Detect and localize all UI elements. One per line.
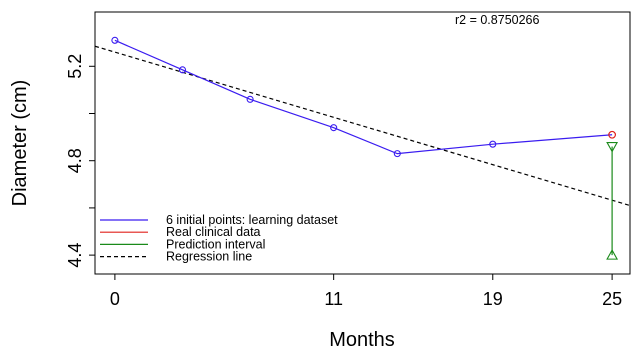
y-tick-label: 5.2 [65,54,85,79]
learning-data-point [178,66,187,74]
legend-label: Prediction interval [166,237,265,251]
x-axis: 0 11 19 25 [110,274,622,309]
series-layer [95,36,630,260]
legend-label: 6 initial points: learning dataset [166,213,338,227]
plot-frame [94,11,631,275]
learning-data-point [393,150,401,158]
legend-label: Regression line [166,250,252,264]
learning-data-point [111,36,119,44]
prediction-upper-marker [606,141,619,153]
y-tick-label: 4.8 [65,148,85,173]
learning-data-point [246,95,254,103]
real-clinical-point [608,130,617,139]
regression-line [95,45,630,207]
legend-label: Real clinical data [166,225,261,239]
learning-dataset-line [114,39,613,155]
y-axis-title: Diameter (cm) [9,80,31,207]
x-tick-label: 0 [110,289,120,309]
learning-data-point [489,140,497,148]
x-axis-title: Months [329,329,395,351]
y-tick-label: 4.4 [65,243,85,268]
learning-data-point [330,124,338,132]
r2-annotation: r2 = 0.8750266 [455,13,539,27]
y-axis: 4.4 4.8 5.2 [65,54,95,268]
prediction-lower-marker [606,248,619,260]
x-tick-label: 19 [483,289,503,309]
x-tick-label: 25 [602,289,622,309]
x-tick-label: 11 [324,289,343,309]
